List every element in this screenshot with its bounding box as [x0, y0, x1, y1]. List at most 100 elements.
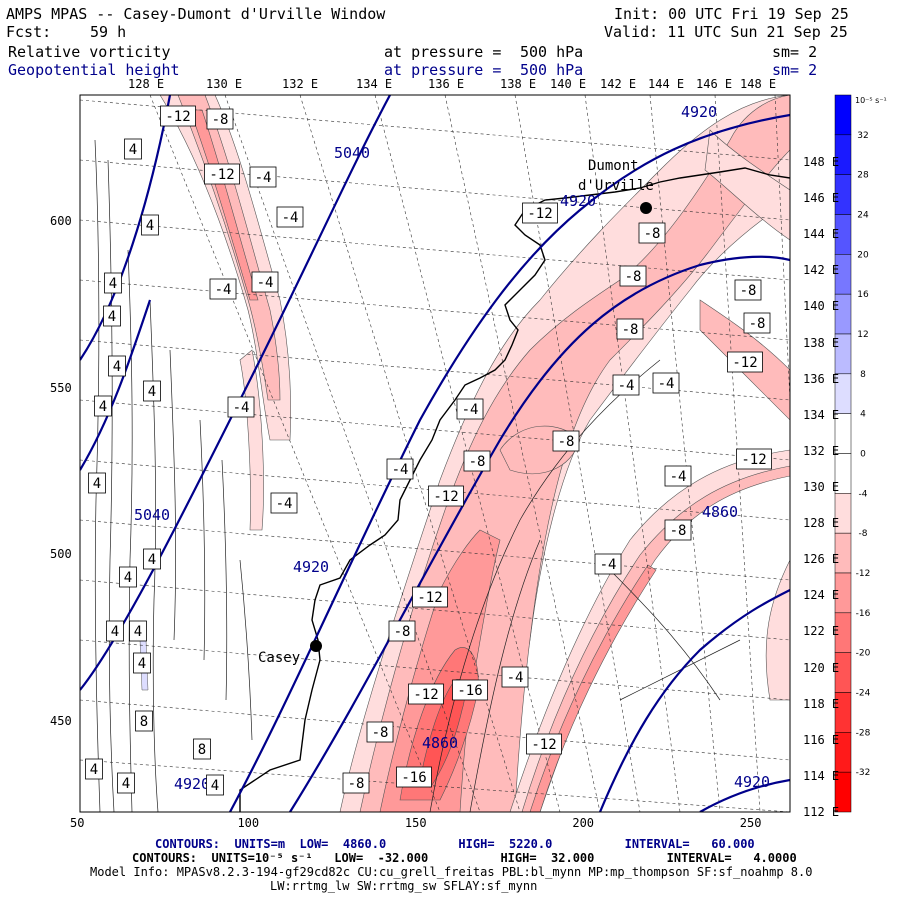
vorticity-contour-label: -4	[249, 166, 277, 188]
colorbar-swatch	[834, 771, 852, 813]
colorbar-level-label: -20	[856, 649, 871, 659]
vorticity-contour-label: -8	[552, 430, 580, 452]
height-contour-label: 5040	[134, 506, 170, 524]
svg-text:-8: -8	[372, 725, 389, 741]
vorticity-contour-label: -4	[664, 465, 692, 487]
colorbar-level-label: 20	[857, 250, 869, 260]
vorticity-contour-label: -12	[408, 683, 444, 705]
top-longitude-label: 138 E	[500, 77, 537, 91]
vorticity-contour-label: 4	[119, 566, 137, 588]
svg-text:-4: -4	[276, 496, 293, 512]
contour-label-layer: 5040 4920 5040 4920 4920 4860 4920 4920 4860 -12 -…	[85, 103, 772, 796]
svg-text:4: 4	[124, 570, 132, 586]
casey-marker	[310, 640, 322, 652]
svg-text:4: 4	[148, 384, 156, 400]
valid-time: Valid: 11 UTC Sun 21 Sep 25	[604, 23, 848, 41]
svg-text:4: 4	[148, 552, 156, 568]
vorticity-contour-label: 8	[135, 710, 153, 732]
y-axis-tick-label: 600	[50, 214, 72, 228]
vorticity-contour-label: 4	[129, 620, 147, 642]
vorticity-contour-label: -4	[612, 374, 640, 396]
vorticity-contour-label: -4	[456, 398, 484, 420]
top-longitude-label: 140 E	[550, 77, 587, 91]
right-longitude-label: 138 E	[803, 335, 840, 350]
field1-pressure: 500 hPa	[520, 43, 584, 61]
vorticity-contour-label: -8	[638, 222, 666, 244]
vorticity-contour-label: -8	[743, 312, 771, 334]
right-longitude-label: 136 E	[803, 371, 840, 386]
svg-text:-12: -12	[527, 206, 552, 222]
svg-text:4: 4	[108, 309, 116, 325]
svg-text:-12: -12	[165, 109, 190, 125]
dumont-durville-marker	[640, 202, 652, 214]
colorbar-swatch	[834, 94, 852, 136]
field1-pressure-text: at pressure =	[384, 43, 502, 61]
svg-text:-16: -16	[401, 770, 426, 786]
right-longitude-label: 118 E	[803, 696, 840, 711]
init-time: Init: 00 UTC Fri 19 Sep 25	[614, 5, 849, 23]
svg-text:-4: -4	[507, 670, 524, 686]
vorticity-contour-label: -8	[388, 620, 416, 642]
svg-text:-8: -8	[348, 776, 365, 792]
right-longitude-label: 132 E	[803, 443, 840, 458]
right-longitude-label: 128 E	[803, 516, 840, 531]
vorticity-contour-label: -12	[522, 202, 558, 224]
vorticity-contour-label: -8	[616, 318, 644, 340]
height-contour-label: 4920	[560, 192, 596, 210]
svg-text:4: 4	[129, 142, 137, 158]
place-dumont-line2: d'Urville	[578, 178, 654, 194]
vorticity-contour-label: 4	[104, 272, 122, 294]
x-axis-tick-label: 250	[739, 816, 762, 830]
coastline	[239, 167, 790, 812]
colorbar-level-label: 28	[857, 171, 869, 181]
top-longitude-label: 146 E	[696, 77, 733, 91]
top-longitude-label: 142 E	[600, 77, 637, 91]
svg-text:4: 4	[90, 762, 98, 778]
vorticity-contour-label: -12	[736, 448, 772, 470]
vorticity-contour-label: -4	[276, 206, 304, 228]
height-contour-label: 4860	[422, 734, 458, 752]
colorbar-level-label: -16	[856, 609, 871, 619]
svg-text:-8: -8	[670, 523, 687, 539]
y-axis-tick-label: 500	[50, 547, 72, 562]
vorticity-contour-label: 4	[94, 395, 112, 417]
field2-pressure: 500 hPa	[520, 61, 584, 79]
svg-text:-4: -4	[618, 378, 635, 394]
svg-text:-4: -4	[282, 210, 299, 226]
vorticity-contour-label: 4	[133, 652, 151, 674]
y-axis-tick-label: 550	[50, 380, 72, 395]
vorticity-contour-label: -4	[227, 396, 255, 418]
top-longitude-label: 148 E	[740, 77, 777, 91]
svg-text:-8: -8	[394, 624, 411, 640]
vorticity-contour-label: -16	[452, 679, 488, 701]
vorticity-contour-label: -4	[209, 278, 237, 300]
vorticity-contour-label: 4	[106, 620, 124, 642]
colorbar-level-label: -24	[856, 689, 871, 699]
svg-text:-4: -4	[257, 275, 274, 291]
field2-smoothing: sm= 2	[772, 61, 818, 79]
colorbar-level-label: 12	[857, 330, 868, 340]
vorticity-contour-label: 4	[206, 774, 224, 796]
svg-text:4: 4	[122, 776, 130, 792]
svg-text:4: 4	[134, 624, 142, 640]
vorticity-contour-label: 4	[124, 138, 142, 160]
svg-text:4: 4	[109, 276, 117, 292]
svg-text:-8: -8	[558, 434, 575, 450]
svg-text:-4: -4	[215, 282, 232, 298]
x-axis-tick-label: 100	[237, 816, 260, 830]
svg-text:-12: -12	[732, 355, 757, 371]
svg-text:-4: -4	[233, 400, 250, 416]
map-plot-area: 5040 4920 5040 4920 4920 4860 4920 4920 4860 -12 -…	[80, 95, 790, 812]
x-axis-tick-label: 150	[404, 816, 427, 830]
colorbar-level-label: -12	[856, 569, 871, 579]
svg-text:-8: -8	[740, 283, 757, 299]
right-longitude-label: 120 E	[803, 660, 840, 675]
colorbar-level-label: 16	[857, 290, 869, 300]
vorticity-contour-label: -4	[594, 553, 622, 575]
colorbar-level-label: -4	[859, 489, 868, 499]
right-longitude-label: 116 E	[803, 732, 840, 747]
vorticity-contour-label: 4	[143, 380, 161, 402]
svg-text:-12: -12	[413, 687, 438, 703]
svg-text:-8: -8	[625, 269, 642, 285]
vorticity-contour-label: -12	[526, 733, 562, 755]
